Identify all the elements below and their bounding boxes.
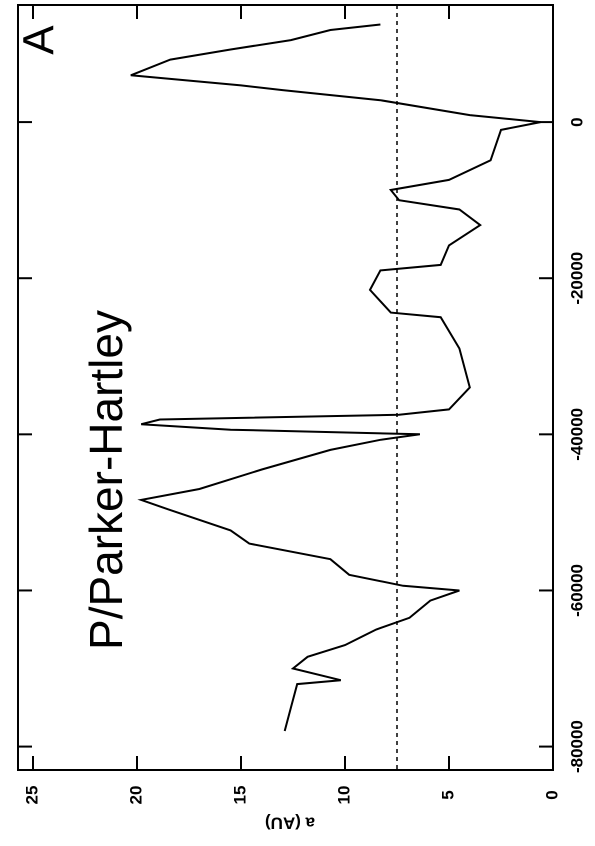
- panel-label: A: [15, 25, 64, 55]
- y-tick-label: 10: [334, 786, 353, 805]
- x-tick-label: -20000: [567, 252, 586, 305]
- y-tick-label: 0: [542, 790, 561, 799]
- x-tick-label: 0: [567, 117, 586, 126]
- y-tick-label: 20: [126, 786, 145, 805]
- y-tick-label: 5: [438, 790, 457, 799]
- y-tick-label: 15: [230, 786, 249, 805]
- y-axis-label: a (AU): [265, 814, 315, 833]
- plot-frame: [17, 4, 554, 771]
- x-tick-label: -40000: [567, 408, 586, 461]
- data-line: [130, 23, 541, 732]
- y-tick-label: 25: [22, 786, 41, 805]
- chart-title: P/Parker-Hartley: [80, 310, 132, 650]
- x-tick-label: -80000: [567, 720, 586, 773]
- x-tick-label: -60000: [567, 564, 586, 617]
